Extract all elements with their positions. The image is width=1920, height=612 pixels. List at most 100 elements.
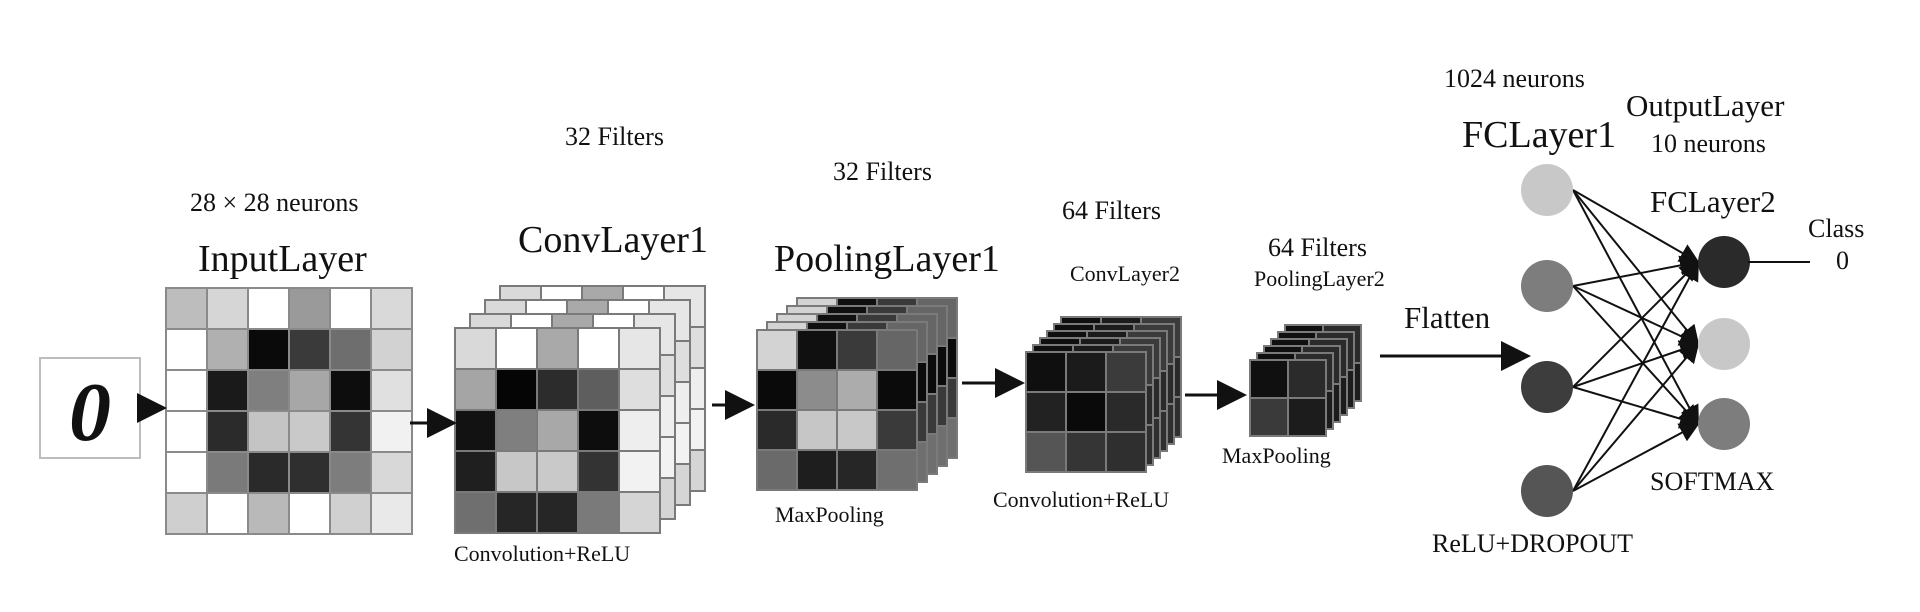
input-layer-cell	[165, 451, 208, 494]
input-layer-cell	[247, 328, 290, 371]
conv-layer1-front-cell	[495, 368, 538, 411]
conv-layer1-front-cell	[577, 450, 620, 493]
input-layer-cell	[247, 287, 290, 330]
pooling-layer1-front-cell	[836, 369, 878, 411]
pooling-layer1-front-cell	[796, 329, 838, 371]
conv-layer1-front-map	[454, 327, 661, 534]
input-layer-cell	[288, 410, 331, 453]
conv-layer2-front-map	[1025, 351, 1147, 473]
fc-layer2-neurons	[1698, 236, 1750, 450]
input-layer-cell	[329, 328, 372, 371]
conv-layer2-front-cell	[1025, 431, 1067, 473]
input-layer-cell	[206, 369, 249, 412]
conv-layer1-front-cell	[495, 450, 538, 493]
conv-layer2-front-cell	[1065, 351, 1107, 393]
conv-layer1-front-cell	[536, 409, 579, 452]
conv-layer2-front-cell	[1065, 391, 1107, 433]
conv-layer2-front-cell	[1105, 431, 1147, 473]
pooling-layer1-front-map	[756, 329, 918, 491]
input-layer-cell	[165, 492, 208, 535]
input-layer-cell	[165, 410, 208, 453]
input-layer-cell	[247, 492, 290, 535]
input-layer-cell	[370, 451, 413, 494]
pooling-layer1-front-cell	[756, 449, 798, 491]
conv-layer1-front-cell	[495, 491, 538, 534]
fc-layer2-neuron	[1698, 236, 1750, 288]
conv-layer2-front-cell	[1105, 351, 1147, 393]
fc-connection	[1572, 189, 1700, 346]
conv-layer1-front-cell	[454, 491, 497, 534]
conv-layer1-front-cell	[536, 491, 579, 534]
fc-connection	[1572, 342, 1700, 492]
input-layer-cell	[288, 451, 331, 494]
pooling-layer1-front-cell	[756, 329, 798, 371]
input-image-frame	[39, 357, 141, 459]
input-layer-cell	[370, 410, 413, 453]
input-image-digit: 0	[69, 366, 111, 459]
pooling-layer1-front-cell	[876, 449, 918, 491]
pooling-layer1-front-cell	[836, 449, 878, 491]
pooling-layer1-front-cell	[876, 409, 918, 451]
pooling-layer2-front-cell	[1287, 397, 1327, 437]
conv-layer1-front-cell	[454, 450, 497, 493]
input-layer-cell	[370, 369, 413, 412]
input-layer-cell	[165, 328, 208, 371]
fc-connection	[1572, 260, 1700, 388]
conv-layer1-front-cell	[577, 327, 620, 370]
conv-layer1-front-cell	[536, 450, 579, 493]
input-layer-cell	[247, 451, 290, 494]
input-layer-cell	[370, 492, 413, 535]
pooling-layer1-front-cell	[796, 409, 838, 451]
conv-layer1-front-cell	[454, 409, 497, 452]
input-layer-cell	[206, 410, 249, 453]
fc-layer2-neuron	[1698, 398, 1750, 450]
conv-layer1-front-cell	[495, 409, 538, 452]
pooling-layer2-stack	[1249, 324, 1362, 437]
conv-layer1-front-cell	[618, 327, 661, 370]
fc-connection	[1572, 423, 1700, 492]
fc-layer1-neuron	[1521, 164, 1573, 216]
conv-layer1-front-cell	[618, 368, 661, 411]
fc-layer1-neurons	[1521, 164, 1573, 517]
conv-layer2-front-cell	[1105, 391, 1147, 433]
pooling-layer2-front-map	[1249, 359, 1327, 437]
input-layer-cell	[329, 410, 372, 453]
pooling-layer1-front-cell	[796, 449, 838, 491]
pooling-layer2-front-cell	[1249, 359, 1289, 399]
conv-layer1-front-cell	[618, 409, 661, 452]
input-layer-cell	[288, 369, 331, 412]
input-layer-cell	[288, 492, 331, 535]
conv-layer2-front-cell	[1025, 351, 1067, 393]
pooling-layer1-front-cell	[756, 409, 798, 451]
conv-layer1-front-cell	[618, 491, 661, 534]
conv-layer1-front-cell	[454, 327, 497, 370]
input-layer-cell	[206, 287, 249, 330]
input-layer-cell	[165, 369, 208, 412]
pooling-layer2-front-cell	[1287, 359, 1327, 399]
input-layer-cell	[247, 410, 290, 453]
conv-layer1-front-cell	[577, 368, 620, 411]
fc-connection	[1572, 189, 1699, 426]
fc-connection	[1572, 260, 1699, 492]
pooling-layer1-front-cell	[836, 409, 878, 451]
conv-layer2-front-cell	[1025, 391, 1067, 433]
pooling-layer1-front-cell	[796, 369, 838, 411]
input-layer-cell	[329, 287, 372, 330]
pooling-layer1-front-cell	[836, 329, 878, 371]
conv-layer1-front-cell	[536, 368, 579, 411]
input-layer-cell	[206, 451, 249, 494]
fc-connection	[1572, 255, 1700, 287]
fc-connection	[1572, 189, 1700, 263]
input-layer-cell	[329, 369, 372, 412]
conv-layer2-front-cell	[1065, 431, 1107, 473]
pooling-layer1-front-cell	[876, 329, 918, 371]
input-layer-cell	[370, 328, 413, 371]
fc-layer1-neuron	[1521, 465, 1573, 517]
pooling-layer1-stack	[756, 297, 958, 491]
conv-layer2-stack	[1025, 316, 1182, 473]
input-layer-cell	[206, 492, 249, 535]
fc-connection	[1572, 386, 1700, 429]
input-layer-cell	[206, 328, 249, 371]
pooling-layer1-front-cell	[876, 369, 918, 411]
